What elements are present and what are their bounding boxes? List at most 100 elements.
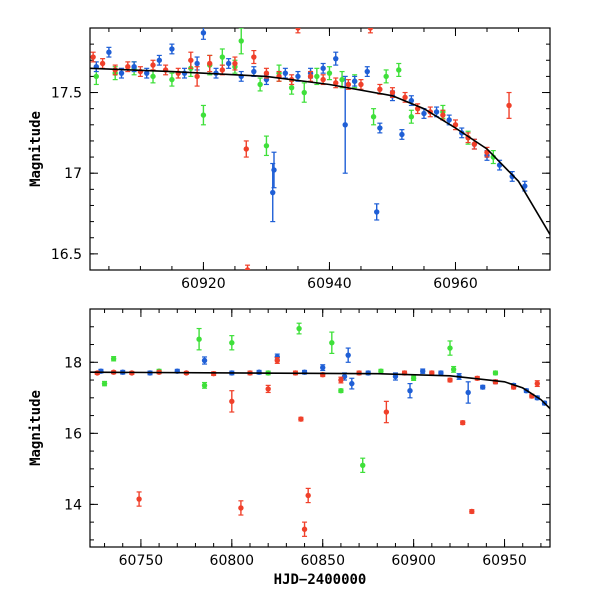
red-data-point	[125, 64, 131, 70]
red-data-point	[136, 496, 142, 502]
blue-data-point	[465, 389, 471, 396]
green-data-point	[301, 89, 307, 96]
blue-data-point	[181, 70, 188, 76]
green-data-point	[408, 114, 415, 120]
red-data-point	[345, 81, 352, 88]
x-tick-label: 60900	[391, 553, 436, 569]
green-data-point	[150, 73, 156, 80]
green-data-point	[110, 356, 117, 362]
red-data-point	[452, 122, 459, 128]
red-data-point	[194, 73, 200, 80]
top-y-axis-title: Magnitude	[28, 111, 44, 187]
blue-data-point	[522, 183, 528, 189]
green-data-point	[288, 84, 295, 91]
red-data-point	[298, 416, 304, 422]
x-tick-label: 60850	[300, 553, 345, 569]
red-data-point	[440, 112, 446, 118]
x-tick-label: 60750	[119, 553, 164, 569]
blue-data-point	[256, 369, 262, 375]
blue-data-point	[421, 110, 427, 117]
y-tick-label: 17	[64, 166, 82, 182]
red-data-point	[447, 377, 453, 383]
green-data-point	[326, 70, 333, 76]
red-data-point	[274, 357, 280, 364]
x-tick-label: 60800	[210, 553, 255, 569]
green-data-point	[219, 54, 226, 60]
red-data-point	[301, 526, 308, 532]
red-data-point	[244, 267, 251, 270]
green-data-point	[257, 81, 263, 88]
blue-data-point	[342, 122, 348, 128]
red-data-point	[389, 89, 396, 96]
blue-data-point	[282, 70, 289, 76]
bottom-plot-frame	[89, 308, 551, 548]
green-data-point	[329, 340, 335, 346]
red-data-point	[305, 492, 311, 499]
blue-data-point	[480, 384, 486, 390]
red-data-point	[219, 67, 226, 73]
red-data-point	[383, 409, 390, 415]
red-data-point	[338, 377, 344, 383]
blue-data-point	[349, 380, 355, 387]
green-data-point	[339, 76, 345, 83]
red-data-point	[229, 398, 235, 405]
bottom-x-axis-title: HJD−2400000	[274, 572, 367, 588]
y-tick-label: 14	[64, 497, 82, 513]
blue-data-point	[131, 64, 137, 70]
blue-data-point	[438, 370, 444, 376]
red-data-point	[99, 60, 106, 67]
blue-data-point	[374, 209, 380, 215]
red-data-point	[210, 370, 217, 377]
y-tick-label: 17.5	[51, 86, 82, 102]
green-data-point	[447, 345, 453, 351]
red-data-point	[188, 57, 194, 63]
red-data-point	[207, 60, 213, 67]
red-data-point	[307, 73, 314, 80]
blue-data-point	[341, 373, 348, 380]
blue-data-point	[106, 49, 112, 55]
bottom-panel: 60750 60800 60850 60900 60950 14 16 18 Magnitud…	[28, 308, 551, 588]
blue-data-point	[351, 78, 358, 84]
blue-data-point	[364, 68, 370, 75]
blue-data-point	[408, 97, 415, 104]
x-tick-label: 60950	[482, 553, 527, 569]
blue-data-point	[144, 70, 150, 76]
green-data-point	[229, 340, 235, 346]
x-tick-label: 60960	[433, 276, 478, 292]
green-data-point	[201, 382, 208, 389]
blue-data-point	[377, 125, 383, 131]
green-data-point	[410, 375, 417, 381]
blue-data-point	[320, 364, 326, 371]
red-data-point	[429, 370, 435, 376]
blue-data-point	[295, 73, 301, 80]
x-tick-label: 60920	[181, 276, 226, 292]
bottom-y-axis-title: Magnitude	[28, 390, 44, 466]
red-data-point	[471, 141, 478, 147]
blue-data-point	[201, 357, 208, 364]
red-data-point	[367, 28, 374, 31]
blue-data-point	[433, 109, 440, 115]
blue-data-point	[194, 60, 200, 67]
red-data-point	[238, 505, 244, 511]
green-data-point	[338, 388, 344, 394]
blue-data-point	[225, 60, 232, 67]
blue-data-point	[333, 55, 339, 62]
green-data-point	[360, 462, 366, 468]
blue-data-point	[301, 369, 308, 375]
red-data-point	[320, 76, 326, 83]
red-data-point	[358, 81, 364, 88]
blue-data-point	[156, 57, 163, 63]
blue-data-point	[420, 368, 426, 374]
red-data-point	[251, 54, 257, 60]
red-data-point	[243, 146, 249, 152]
blue-data-point	[200, 30, 207, 36]
blue-data-point	[270, 189, 276, 196]
red-data-point	[150, 62, 156, 68]
blue-data-point	[399, 131, 405, 138]
model-curve	[90, 371, 550, 410]
y-tick-label: 18	[64, 355, 82, 371]
red-data-point	[265, 386, 271, 392]
red-data-point	[469, 508, 475, 515]
red-data-point	[506, 102, 512, 109]
green-data-point	[492, 370, 499, 376]
